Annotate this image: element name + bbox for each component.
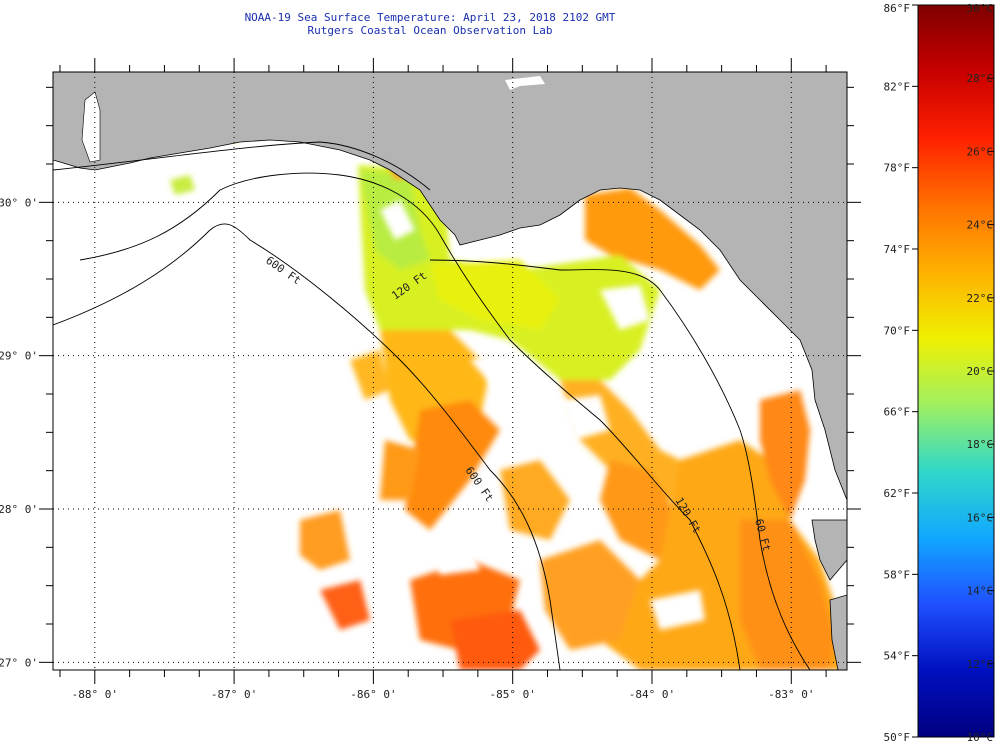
isobath-60ft [429, 259, 811, 670]
longitude-label: -85° 0' [490, 688, 536, 701]
latitude-label: 27° 0' [0, 656, 38, 669]
colorbar-c-label: 30°C [967, 2, 994, 15]
map-plot-area [53, 72, 847, 670]
colorbar-c-label: 10°C [967, 731, 994, 744]
isobath-120ft [79, 172, 741, 670]
map-frame [52, 71, 848, 671]
longitude-label: -87° 0' [211, 688, 257, 701]
land [53, 72, 847, 670]
axis-ticks [39, 58, 861, 684]
latitude-labels: 30° 0' 29° 0' 28° 0' 27° 0' [0, 196, 38, 669]
isobath-600ft [53, 223, 561, 670]
colorbar [917, 4, 995, 738]
longitude-label: -88° 0' [72, 688, 118, 701]
colorbar-c-label: 16°C [967, 511, 994, 524]
colorbar-f-label: 58°F [884, 568, 911, 581]
colorbar-c-label: 20°C [967, 365, 994, 378]
sst-field [170, 128, 845, 670]
latitude-label: 29° 0' [0, 350, 38, 363]
cloud-masks [380, 200, 745, 630]
colorbar-c-label: 12°C [967, 658, 994, 671]
colorbar-celsius-labels: 30°C 28°C 26°C 24°C 22°C 20°C 18°C 16°C 14°C 12°C… [967, 2, 994, 744]
colorbar-f-label: 70°F [884, 324, 911, 337]
longitude-label: -86° 0' [350, 688, 396, 701]
longitude-label: -84° 0' [629, 688, 675, 701]
colorbar-c-label: 18°C [967, 438, 994, 451]
colorbar-f-label: 86°F [884, 2, 911, 15]
lake-clouds [505, 76, 545, 90]
latitude-label: 28° 0' [0, 503, 38, 516]
isobath-shelf [53, 141, 431, 191]
colorbar-f-label: 62°F [884, 487, 911, 500]
colorbar-f-label: 50°F [884, 731, 911, 744]
colorbar-c-label: 26°C [967, 145, 994, 158]
colorbar-fahrenheit-labels: 86°F 82°F 78°F 74°F 70°F 66°F 62°F 58°F 54°F 50°F [884, 2, 918, 744]
colorbar-f-label: 54°F [884, 650, 911, 663]
map-subtitle: Rutgers Coastal Ocean Observation Lab [307, 24, 553, 37]
longitude-labels: -88° 0' -87° 0' -86° 0' -85° 0' -84° 0' -83° … [72, 688, 815, 701]
colorbar-c-label: 14°C [967, 585, 994, 598]
colorbar-f-label: 78°F [884, 162, 911, 175]
colorbar-c-label: 28°C [967, 72, 994, 85]
latitude-label: 30° 0' [0, 196, 38, 209]
colorbar-f-label: 66°F [884, 406, 911, 419]
colorbar-c-label: 24°C [967, 219, 994, 232]
isobaths [53, 141, 811, 670]
map-title: NOAA-19 Sea Surface Temperature: April 2… [244, 11, 616, 24]
colorbar-f-label: 74°F [884, 243, 911, 256]
longitude-label: -83° 0' [768, 688, 814, 701]
colorbar-c-label: 22°C [967, 292, 994, 305]
colorbar-f-label: 82°F [884, 80, 911, 93]
